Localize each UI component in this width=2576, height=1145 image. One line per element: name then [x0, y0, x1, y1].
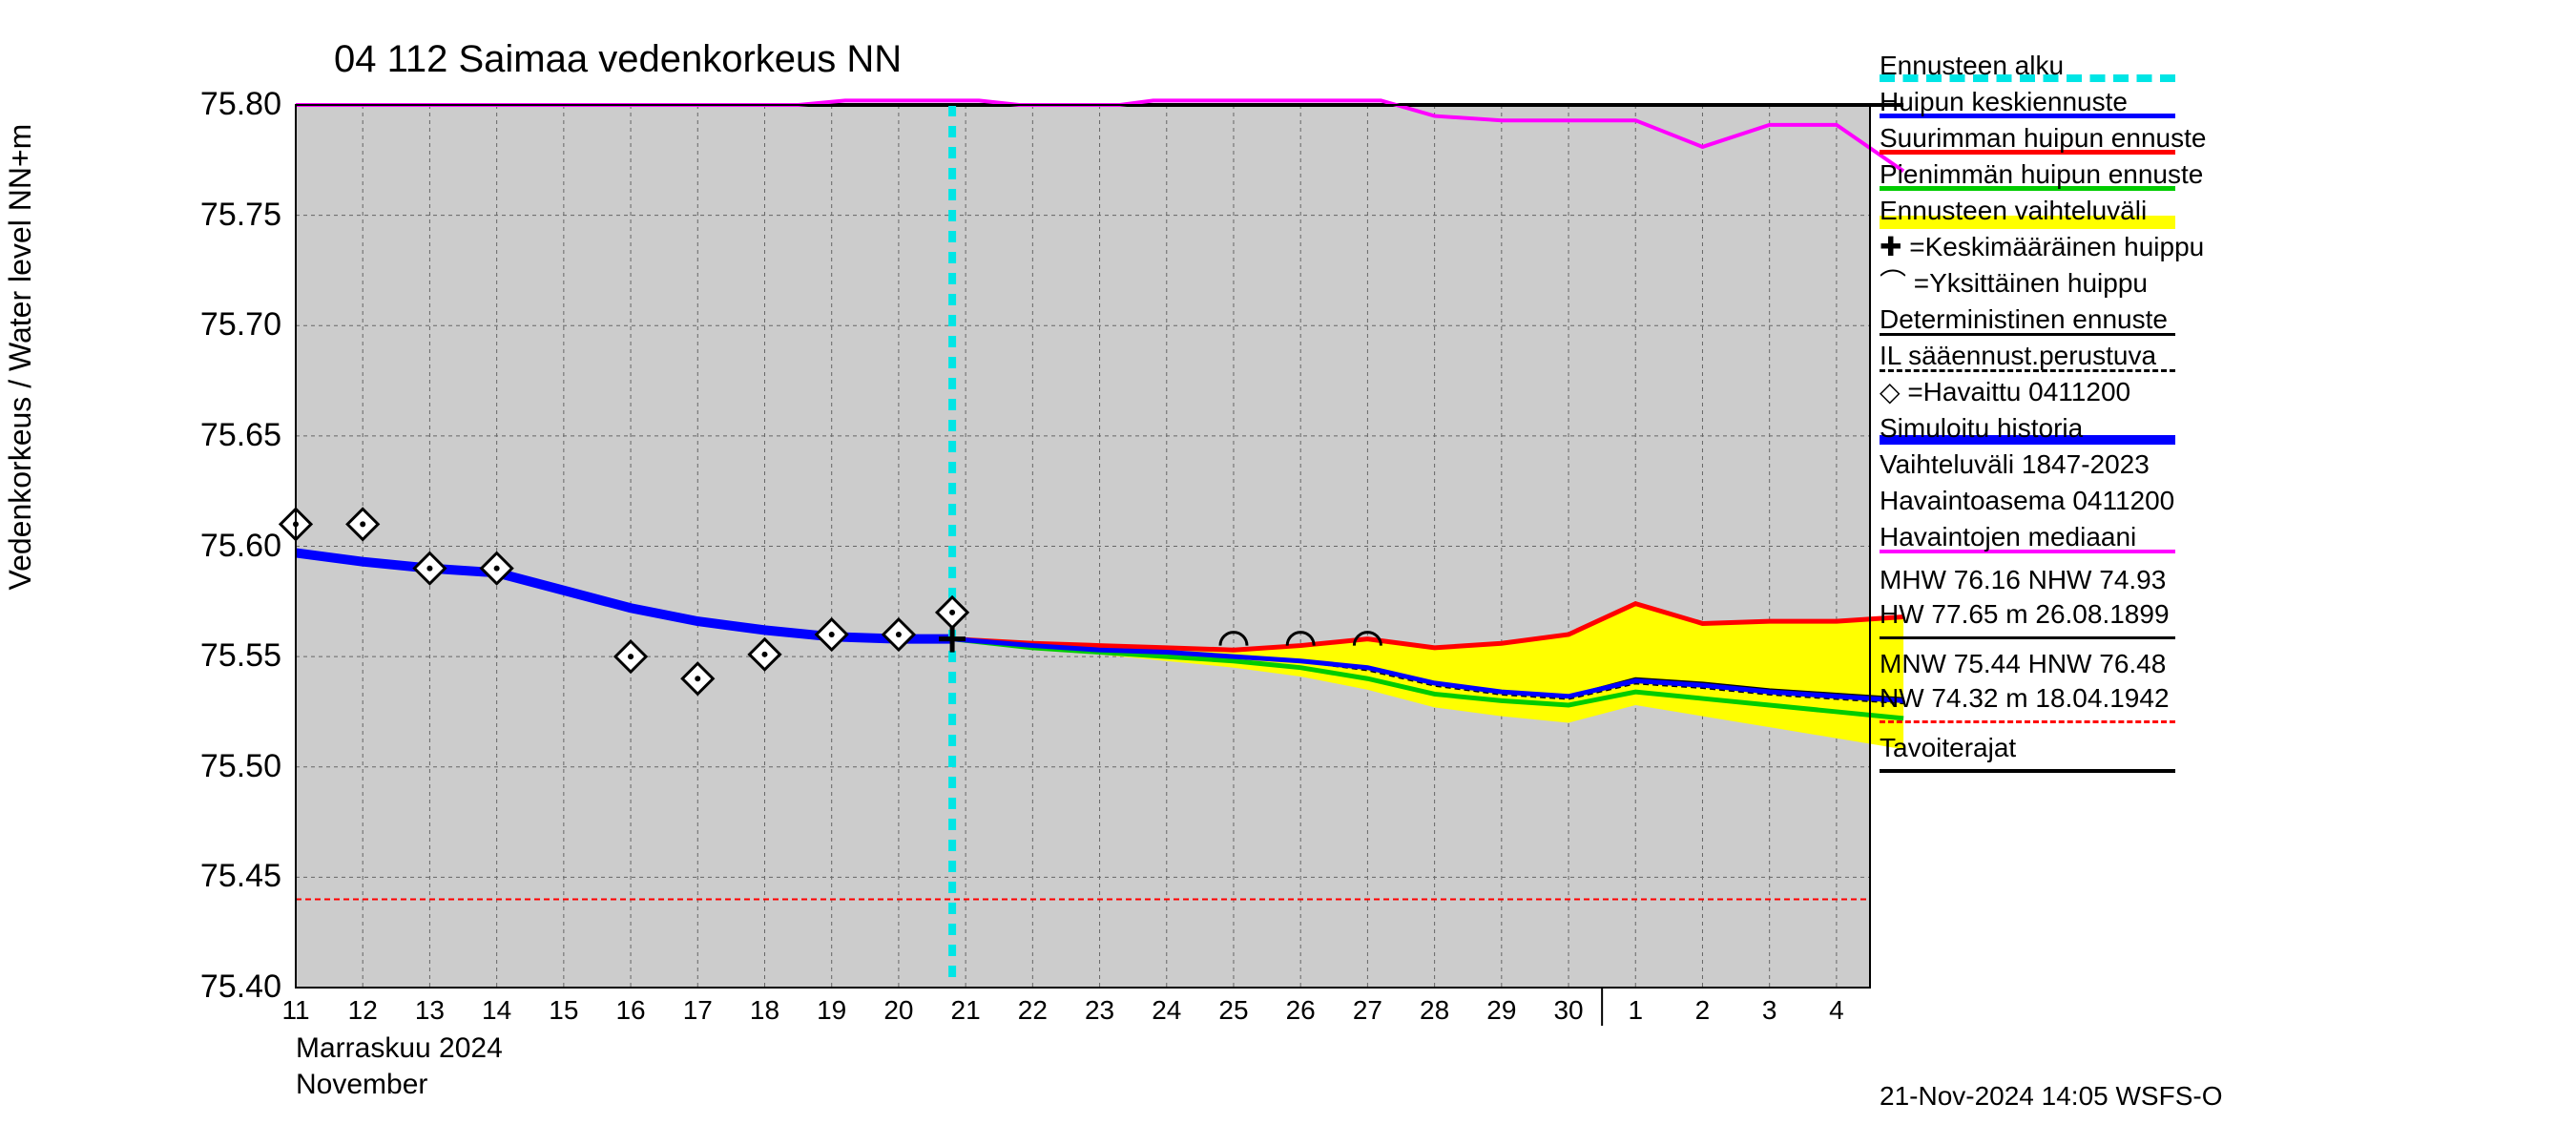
x-tick: 27: [1339, 995, 1396, 1026]
x-tick: 3: [1741, 995, 1798, 1026]
y-tick: 75.50: [157, 748, 281, 785]
x-tick: 29: [1473, 995, 1530, 1026]
legend-tavoite: Tavoiterajat: [1880, 731, 2547, 773]
y-tick: 75.80: [157, 86, 281, 123]
legend-item: Havaintojen mediaani: [1880, 519, 2547, 555]
legend-item: Suurimman huipun ennuste: [1880, 120, 2547, 156]
legend-item: Simuloitu historia: [1880, 410, 2547, 447]
legend-item: ✚ =Keskimääräinen huippu: [1880, 229, 2547, 265]
x-tick: 12: [334, 995, 391, 1026]
x-tick: 24: [1138, 995, 1195, 1026]
y-tick: 75.70: [157, 306, 281, 344]
x-tick: 15: [535, 995, 592, 1026]
x-tick: 2: [1673, 995, 1731, 1026]
x-tick: 19: [803, 995, 861, 1026]
legend: Ennusteen alkuHuipun keskiennusteSuurimm…: [1880, 48, 2547, 773]
x-tick: 1: [1607, 995, 1664, 1026]
legend-item: Pienimmän huipun ennuste: [1880, 156, 2547, 193]
legend-stats: MHW 76.16 NHW 74.93HW 77.65 m 26.08.1899: [1880, 563, 2547, 639]
y-tick: 75.40: [157, 968, 281, 1006]
x-tick: 13: [401, 995, 458, 1026]
y-axis-label: Vedenkorkeus / Water level NN+m: [3, 124, 38, 591]
x-tick: 22: [1004, 995, 1061, 1026]
x-tick: 21: [937, 995, 994, 1026]
legend-item: ◇ =Havaittu 0411200: [1880, 374, 2547, 410]
x-tick: 11: [267, 995, 324, 1026]
x-tick: 28: [1406, 995, 1464, 1026]
legend-item: Ennusteen alku: [1880, 48, 2547, 84]
legend-stats: MNW 75.44 HNW 76.48NW 74.32 m 18.04.1942: [1880, 647, 2547, 723]
x-tick: 26: [1272, 995, 1329, 1026]
legend-item: Ennusteen vaihteluväli: [1880, 193, 2547, 229]
y-tick: 75.75: [157, 197, 281, 234]
x-tick: 17: [669, 995, 726, 1026]
chart-container: 04 112 Saimaa vedenkorkeus NN Vedenkorke…: [0, 0, 2576, 1145]
y-tick: 75.60: [157, 528, 281, 565]
legend-item: Huipun keskiennuste: [1880, 84, 2547, 120]
x-tick: 20: [870, 995, 927, 1026]
y-tick: 75.55: [157, 637, 281, 675]
legend-item: Havaintoasema 0411200: [1880, 483, 2547, 519]
footer-timestamp: 21-Nov-2024 14:05 WSFS-O: [1880, 1081, 2223, 1112]
x-tick: 23: [1071, 995, 1129, 1026]
legend-item: ⌒ =Yksittäinen huippu: [1880, 265, 2547, 302]
x-tick: 14: [468, 995, 526, 1026]
x-tick: 18: [736, 995, 793, 1026]
chart-title: 04 112 Saimaa vedenkorkeus NN: [334, 38, 902, 81]
legend-item: Vaihteluväli 1847-2023: [1880, 447, 2547, 483]
month-fi: Marraskuu 2024: [296, 1030, 503, 1067]
y-tick: 75.65: [157, 417, 281, 454]
month-en: November: [296, 1067, 503, 1103]
legend-item: IL sääennust.perustuva: [1880, 338, 2547, 374]
y-tick: 75.45: [157, 858, 281, 895]
legend-item: Deterministinen ennuste: [1880, 302, 2547, 338]
x-axis-month: Marraskuu 2024 November: [296, 1030, 503, 1102]
x-tick: 30: [1540, 995, 1597, 1026]
x-tick: 4: [1808, 995, 1865, 1026]
x-tick: 16: [602, 995, 659, 1026]
x-tick: 25: [1205, 995, 1262, 1026]
